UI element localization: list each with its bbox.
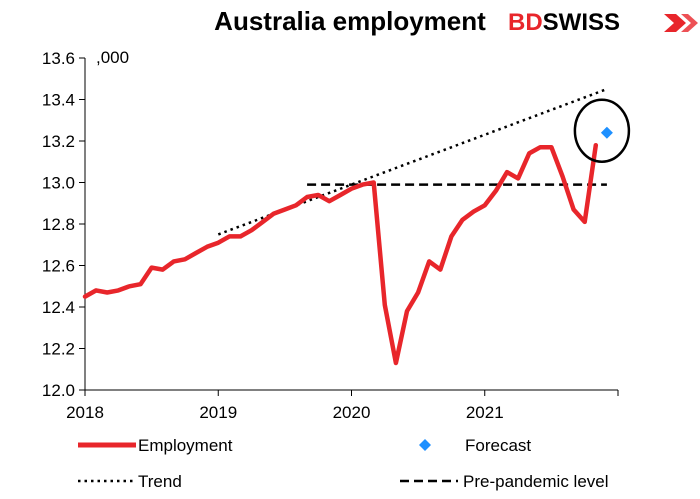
axes: 12.0 12.2 12.4 12.6 12.8 13.0 13.2 13.4 13.6 2018…: [42, 49, 619, 422]
y-tick-label: 12.8: [42, 215, 75, 234]
legend-item-forecast: Forecast: [419, 436, 531, 455]
forecast-point: [600, 126, 613, 139]
forecast-highlight-circle: [573, 98, 631, 163]
legend: Employment Forecast Trend Pre-pandemic leve…: [78, 436, 609, 491]
legend-label: Trend: [138, 472, 182, 491]
trend-line: [217, 87, 608, 236]
brand-logo: BDSWISS: [508, 9, 698, 36]
legend-item-pre-pandemic-level: Pre-pandemic level: [400, 472, 609, 491]
y-tick-label: 12.4: [42, 298, 75, 317]
y-tick-label: 12.2: [42, 340, 75, 359]
legend-item-trend: Trend: [78, 472, 182, 491]
y-tick-label: 13.6: [42, 49, 75, 68]
chevron-logo-icon: [664, 14, 686, 32]
chevron-logo-icon-2: [681, 14, 698, 32]
legend-label: Pre-pandemic level: [463, 472, 609, 491]
y-tick-label: 13.2: [42, 132, 75, 151]
x-tick-label: 2020: [333, 403, 371, 422]
x-tick-label: 2019: [199, 403, 237, 422]
legend-label: Forecast: [465, 436, 531, 455]
x-tick-label: 2021: [466, 403, 504, 422]
logo-bd: BD: [508, 9, 543, 36]
legend-item-employment: Employment: [78, 436, 233, 455]
logo-swiss: SWISS: [543, 9, 620, 36]
legend-label: Employment: [138, 436, 233, 455]
x-tick-label: 2018: [66, 403, 104, 422]
y-tick-label: 12.6: [42, 257, 75, 276]
y-tick-label: 13.0: [42, 174, 75, 193]
legend-swatch: [419, 439, 431, 451]
y-tick-label: 12.0: [42, 381, 75, 400]
employment-line: [82, 142, 599, 366]
series-layer: [82, 87, 631, 366]
y-tick-label: 13.4: [42, 91, 75, 110]
chart-title: Australia employment: [214, 6, 486, 36]
unit-label: ,000: [96, 48, 129, 67]
logo-bd-text: BDSWISS: [508, 9, 620, 36]
